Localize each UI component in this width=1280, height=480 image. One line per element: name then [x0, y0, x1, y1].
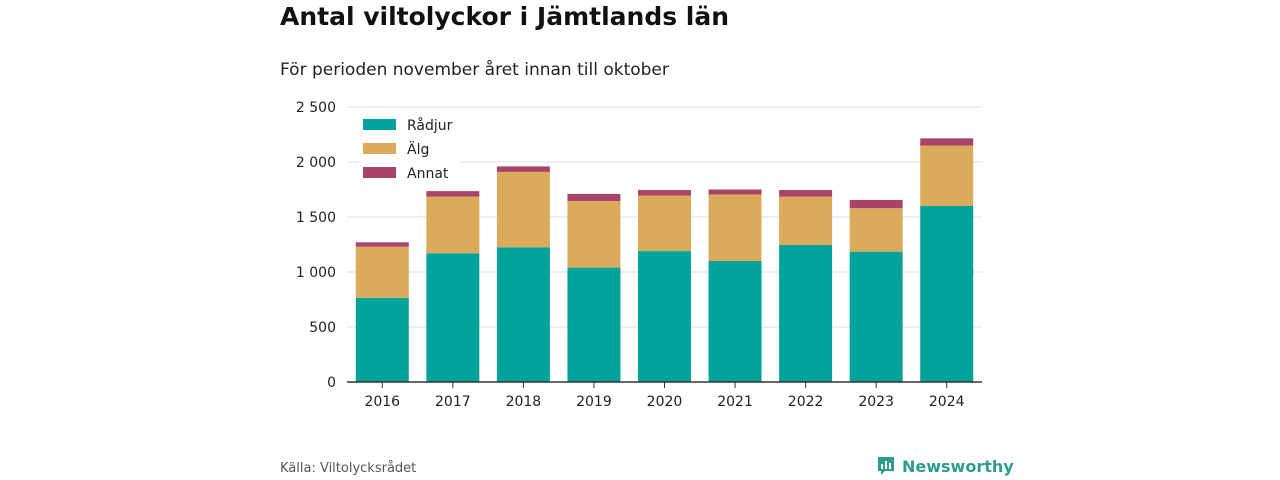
x-tick-label: 2023 [858, 394, 894, 410]
bar-segment [567, 267, 621, 382]
x-tick-label: 2017 [435, 394, 471, 410]
legend-label: Rådjur [407, 117, 453, 134]
chart-subtitle: För perioden november året innan till ok… [280, 60, 669, 80]
bar-segment [708, 194, 762, 261]
bar-segment [708, 261, 762, 382]
legend-swatch [363, 143, 396, 154]
x-tick-label: 2020 [647, 394, 683, 410]
bar-segment [355, 246, 409, 298]
bar-segment [779, 190, 833, 197]
chart-title: Antal viltolyckor i Jämtlands län [280, 2, 730, 31]
bar-segment [355, 242, 409, 247]
legend-swatch [363, 167, 396, 178]
y-tick-label: 1 000 [296, 265, 336, 281]
bar-segment [779, 196, 833, 246]
bar-segment [355, 297, 409, 382]
bar-segment [426, 253, 480, 382]
bar-segment [920, 206, 974, 382]
x-tick-label: 2024 [929, 394, 965, 410]
bar-segment [849, 208, 903, 252]
bar-segment [849, 251, 903, 382]
bar-segment [708, 189, 762, 195]
bar-segment [496, 247, 550, 382]
bar-segment [567, 201, 621, 268]
x-tick-label: 2016 [364, 394, 400, 410]
y-tick-label: 1 500 [296, 210, 336, 226]
bar-segment [638, 195, 691, 252]
bar-segment [779, 245, 833, 382]
bar-segment [496, 166, 550, 172]
bar-segment [496, 171, 550, 248]
bar-segment [920, 138, 974, 146]
y-tick-label: 2 500 [296, 100, 336, 116]
x-tick-label: 2022 [788, 394, 824, 410]
source-note: Källa: Viltolycksrådet [280, 461, 417, 476]
y-tick-label: 500 [309, 320, 336, 336]
brand-label: Newsworthy [902, 456, 1014, 476]
bar-segment [638, 190, 691, 196]
bar-segment [426, 191, 480, 197]
legend-label: Annat [407, 166, 449, 182]
x-tick-label: 2021 [717, 394, 753, 410]
bar-segment [638, 251, 691, 382]
bar-segment [849, 199, 903, 209]
bar-segment [567, 193, 621, 202]
bar-segment [920, 145, 974, 206]
x-tick-label: 2019 [576, 394, 612, 410]
x-tick-label: 2018 [506, 394, 542, 410]
brand-logo[interactable]: Newsworthy [876, 455, 1014, 477]
newsworthy-logo-icon [878, 457, 894, 475]
y-tick-label: 0 [327, 375, 336, 391]
bar-segment [426, 196, 480, 254]
legend-label: Älg [407, 140, 429, 158]
y-tick-label: 2 000 [296, 155, 336, 171]
legend-swatch [363, 119, 396, 130]
